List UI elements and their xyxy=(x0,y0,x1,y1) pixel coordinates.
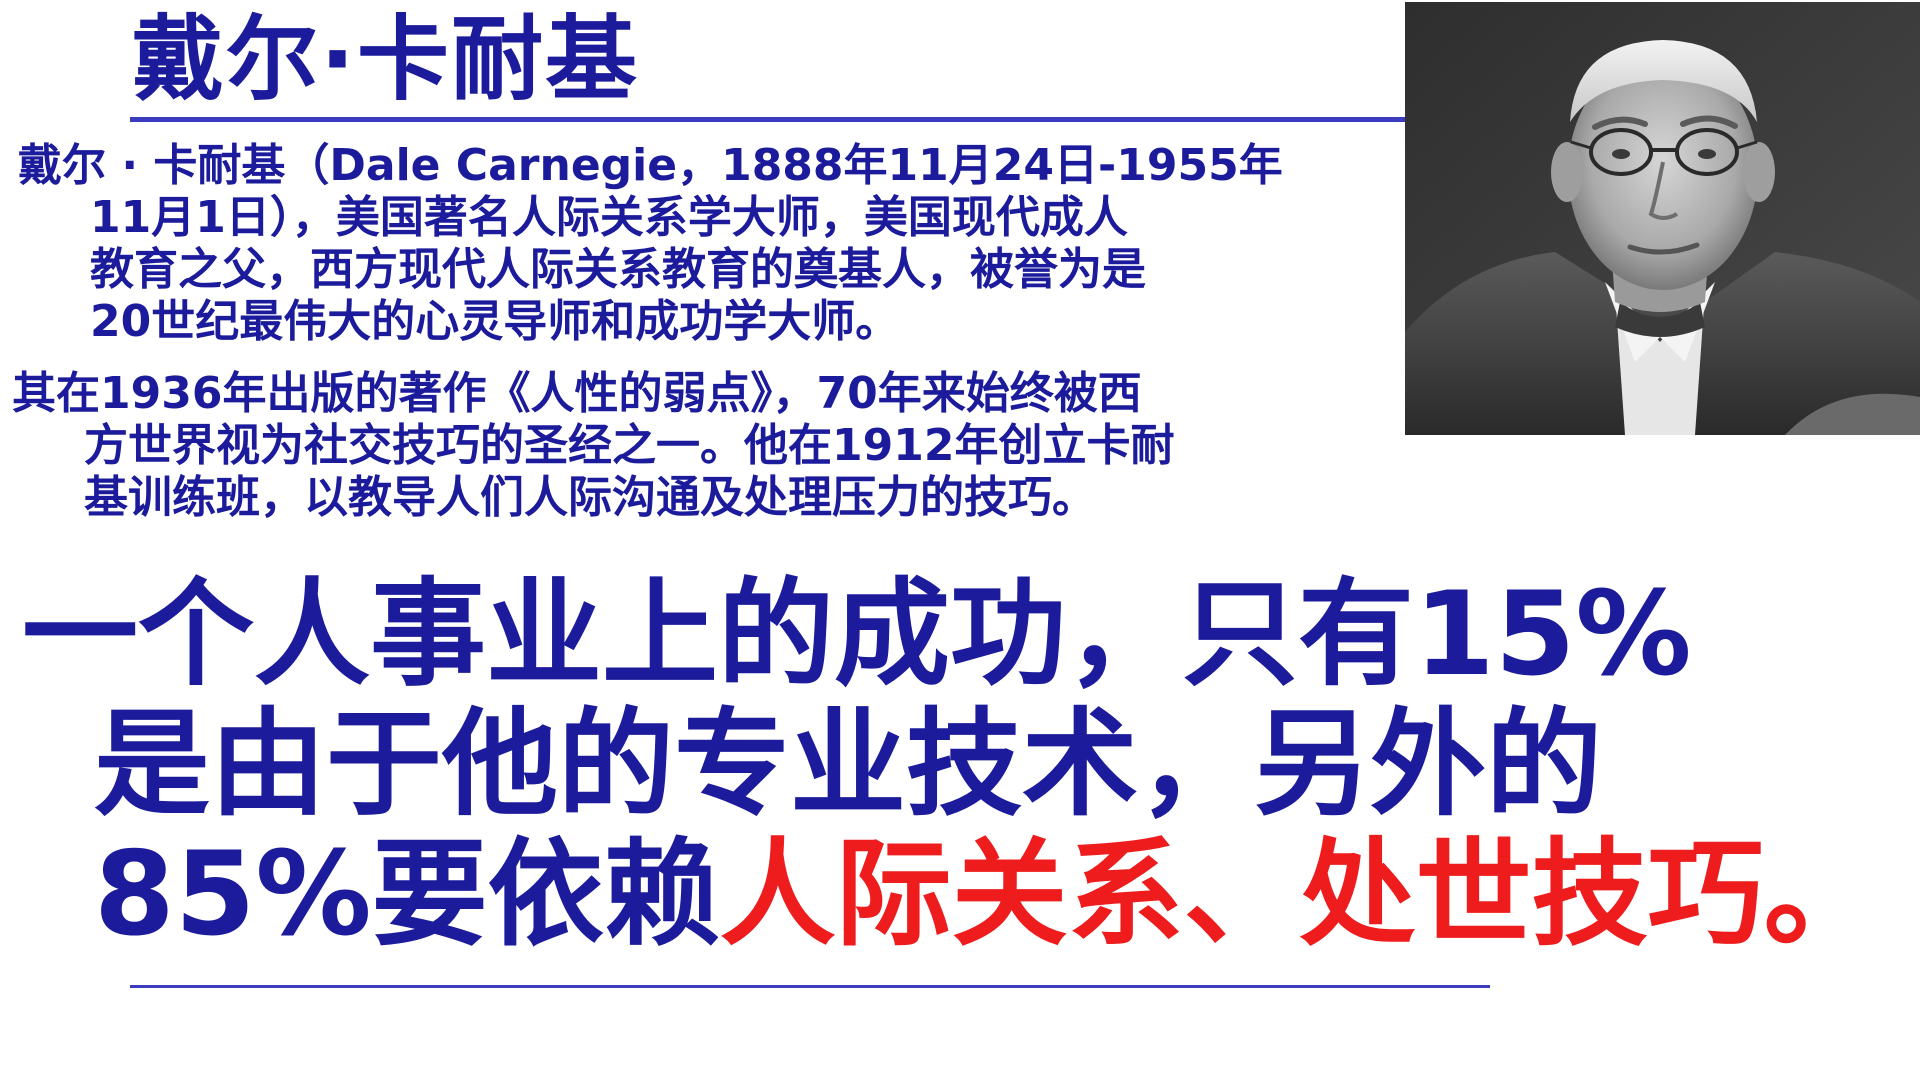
quote-highlight: 人际关系、处世技巧。 xyxy=(719,827,1880,962)
book-paragraph: 其在1936年出版的著作《人性的弱点》，70年来始终被西 方世界视为社交技巧的圣… xyxy=(12,368,1402,524)
quote-line-3: 85%要依赖人际关系、处世技巧。 xyxy=(22,830,1912,960)
quote-line-1: 一个人事业上的成功，只有15% xyxy=(22,567,1692,702)
intro-line: 11月1日），美国著名人际关系学大师，美国现代成人 xyxy=(90,192,1128,243)
book-line: 其在1936年出版的著作《人性的弱点》，70年来始终被西 xyxy=(12,368,1142,419)
intro-line: 20世纪最伟大的心灵导师和成功学大师。 xyxy=(90,296,900,347)
intro-paragraph: 戴尔 · 卡耐基（Dale Carnegie，1888年11月24日-1955年… xyxy=(18,140,1408,348)
book-line: 方世界视为社交技巧的圣经之一。他在1912年创立卡耐 xyxy=(84,420,1175,471)
slide-title: 戴尔·卡耐基 xyxy=(132,6,639,113)
quote-line-3-prefix: 85%要依赖 xyxy=(94,827,720,962)
portrait-photo-icon xyxy=(1405,2,1920,435)
quote-line-2: 是由于他的专业技术，另外的 xyxy=(94,697,1602,832)
intro-line: 戴尔 · 卡耐基（Dale Carnegie，1888年11月24日-1955年 xyxy=(18,140,1283,191)
book-line: 基训练班，以教导人们人际沟通及处理压力的技巧。 xyxy=(84,472,1096,523)
bottom-rule xyxy=(130,985,1490,988)
key-quote: 一个人事业上的成功，只有15% 是由于他的专业技术，另外的 85%要依赖人际关系… xyxy=(22,570,1912,960)
intro-line: 教育之父，西方现代人际关系教育的奠基人，被誉为是 xyxy=(90,244,1146,295)
title-underline xyxy=(130,117,1405,122)
